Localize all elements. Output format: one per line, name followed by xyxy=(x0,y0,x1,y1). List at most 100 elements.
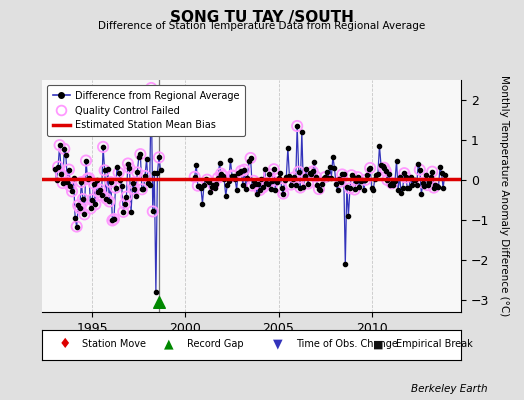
Point xyxy=(217,170,225,177)
Point xyxy=(383,177,391,183)
Point xyxy=(133,169,141,176)
Point xyxy=(439,185,447,192)
Point xyxy=(67,183,75,190)
Point xyxy=(240,166,248,173)
Point xyxy=(230,173,238,179)
Point xyxy=(254,180,263,187)
Point xyxy=(127,209,135,216)
Point xyxy=(97,192,106,198)
Point xyxy=(369,187,377,194)
Point xyxy=(77,179,85,185)
Point xyxy=(54,164,62,170)
Point xyxy=(309,168,317,175)
Point xyxy=(400,170,409,176)
Point xyxy=(361,177,369,183)
Point xyxy=(423,182,432,188)
Point xyxy=(313,182,322,188)
Point xyxy=(389,182,398,188)
Point xyxy=(338,171,346,178)
Point xyxy=(141,173,149,179)
Point xyxy=(59,180,67,186)
Point xyxy=(102,195,111,202)
Point xyxy=(392,158,401,164)
Point xyxy=(136,151,145,157)
Point xyxy=(268,178,277,184)
Point xyxy=(110,216,118,222)
Point xyxy=(80,211,89,218)
Point xyxy=(321,174,329,180)
Point xyxy=(378,163,387,169)
Point xyxy=(312,173,320,180)
Point xyxy=(104,166,112,172)
Point xyxy=(60,146,69,152)
Text: Difference of Station Temperature Data from Regional Average: Difference of Station Temperature Data f… xyxy=(99,21,425,31)
Point xyxy=(94,189,103,195)
Point xyxy=(315,186,323,192)
Point xyxy=(338,171,346,178)
Point xyxy=(340,171,348,178)
Point xyxy=(107,179,115,185)
Point xyxy=(277,185,286,192)
Point xyxy=(316,186,325,193)
Point xyxy=(318,180,326,187)
Point xyxy=(105,198,114,205)
Text: Empirical Break: Empirical Break xyxy=(396,339,473,350)
Point xyxy=(114,170,123,176)
Point xyxy=(212,181,221,187)
Text: ♦: ♦ xyxy=(59,338,71,351)
Point xyxy=(319,175,328,181)
Point xyxy=(358,176,367,183)
Point xyxy=(65,166,73,173)
Point xyxy=(427,173,435,180)
Point xyxy=(355,183,364,190)
Point xyxy=(430,184,438,191)
Point xyxy=(293,123,301,129)
Point xyxy=(366,165,374,171)
Point xyxy=(69,175,78,182)
Point xyxy=(77,179,85,185)
Point xyxy=(386,181,395,188)
Point xyxy=(124,160,132,167)
Point xyxy=(68,188,76,194)
Point xyxy=(156,167,165,173)
Point xyxy=(116,177,124,183)
Text: SONG TU TAY /SOUTH: SONG TU TAY /SOUTH xyxy=(170,10,354,25)
Point xyxy=(377,162,385,168)
Point xyxy=(214,174,222,181)
Point xyxy=(51,166,59,173)
Point xyxy=(97,192,106,198)
Point xyxy=(119,209,127,215)
Point xyxy=(222,193,230,199)
Point xyxy=(283,145,292,151)
Point xyxy=(294,168,303,175)
Point xyxy=(346,185,354,191)
Point xyxy=(315,186,323,192)
Point xyxy=(149,208,157,215)
Point xyxy=(228,172,236,179)
Point xyxy=(201,176,210,182)
Point xyxy=(138,186,146,192)
Point xyxy=(128,180,137,186)
Point xyxy=(72,223,81,230)
Point xyxy=(67,183,75,190)
Point xyxy=(99,144,107,150)
Point xyxy=(82,157,90,164)
Point xyxy=(122,194,130,200)
Point xyxy=(290,174,298,180)
Point xyxy=(130,186,138,192)
Point xyxy=(312,173,320,180)
Point xyxy=(285,173,293,180)
Point xyxy=(86,205,95,212)
Point xyxy=(296,184,304,191)
Point xyxy=(361,177,369,183)
Point xyxy=(233,186,241,193)
Point xyxy=(322,169,331,175)
Point xyxy=(249,178,258,184)
Point xyxy=(343,184,351,190)
Point xyxy=(94,189,103,195)
Point xyxy=(136,151,145,157)
Point xyxy=(254,180,263,187)
Point xyxy=(56,142,64,148)
Point xyxy=(270,166,278,172)
Point xyxy=(68,188,76,194)
